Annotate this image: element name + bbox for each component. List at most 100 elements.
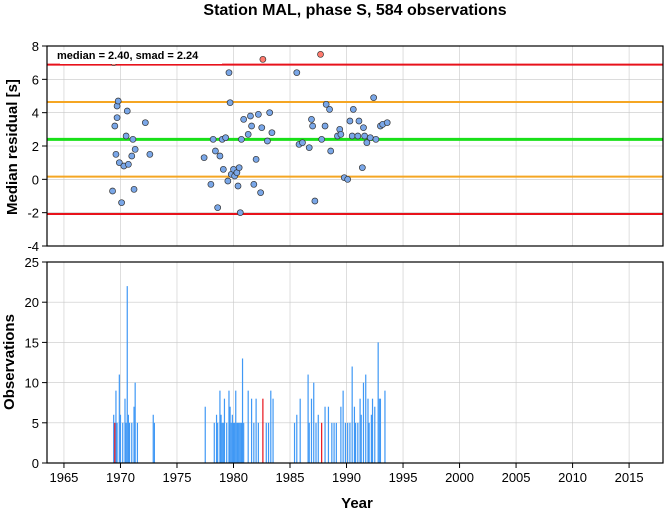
observation-bar (354, 422, 357, 463)
observations-y-tick-label: 5 (32, 416, 39, 431)
residual-point (222, 134, 229, 142)
observation-bar (307, 374, 309, 463)
residual-point (146, 150, 154, 158)
residual-point (219, 165, 227, 173)
outlier-observation-bar (321, 422, 323, 463)
residual-point (309, 122, 316, 130)
outlier-observation-bar (262, 398, 264, 463)
observation-bar (229, 406, 231, 463)
residual-point (236, 209, 244, 217)
x-tick-label: 1990 (332, 470, 361, 485)
residual-point (112, 150, 120, 158)
observation-bar (235, 390, 237, 463)
observation-bar (152, 414, 154, 463)
residual-panel-frame (46, 45, 664, 247)
residual-point (212, 147, 219, 155)
residual-point (113, 114, 121, 122)
observation-bar (365, 374, 367, 463)
observations-y-tick-label: 0 (32, 456, 39, 471)
residual-point (327, 147, 335, 155)
residual-point (370, 94, 377, 102)
annotation-background (60, 50, 222, 64)
observation-bar (371, 398, 374, 463)
residual-point (214, 204, 222, 212)
residual-point (366, 134, 374, 142)
x-tick-label: 1995 (389, 470, 418, 485)
residual-point (305, 144, 313, 152)
observation-bar (232, 422, 235, 463)
residual-point (355, 117, 363, 125)
residual-y-tick-label: 0 (32, 172, 39, 187)
outlier-point (259, 55, 267, 63)
observation-bar (136, 422, 139, 463)
observation-bar (315, 422, 317, 463)
residual-point (123, 107, 131, 115)
residual-point (348, 132, 356, 140)
residual-point (109, 187, 116, 195)
observation-bar (231, 414, 233, 463)
residual-point (344, 175, 352, 183)
observation-bar (230, 422, 232, 463)
residual-y-tick-label: -4 (27, 239, 39, 254)
residual-point (125, 160, 132, 168)
observation-bar (333, 422, 335, 463)
observation-bar (359, 398, 361, 463)
observation-bar (353, 406, 356, 463)
observation-bar (342, 390, 344, 463)
observation-bar (238, 422, 240, 463)
residual-point (115, 159, 123, 167)
observation-bar (384, 390, 386, 463)
residual-point (250, 180, 258, 188)
observation-bar (217, 422, 219, 463)
observation-bar (327, 406, 330, 463)
observation-bar (118, 374, 120, 463)
observation-bar (122, 422, 124, 463)
residual-y-tick-label: 6 (32, 72, 39, 87)
residual-point (252, 155, 260, 163)
observation-bar (220, 414, 222, 463)
residual-point (372, 135, 380, 143)
observation-bar (368, 422, 370, 463)
observation-bar (234, 422, 236, 463)
residual-point (311, 197, 319, 205)
observation-bar (228, 390, 230, 463)
residual-point (258, 124, 266, 132)
residual-point (240, 115, 248, 123)
residual-point (118, 199, 125, 207)
observation-bar (222, 422, 224, 463)
residual-point (244, 130, 252, 138)
observation-bar (293, 422, 296, 463)
observations-y-tick-label: 15 (25, 335, 39, 350)
residual-point (128, 152, 136, 160)
residual-point (129, 135, 137, 143)
residual-point (255, 110, 262, 118)
residual-point (248, 122, 255, 130)
observation-bar (253, 422, 255, 463)
observation-bar (308, 422, 310, 463)
observation-bar (223, 398, 226, 463)
residual-point (293, 69, 301, 77)
residual-point (308, 115, 315, 123)
residual-point (207, 180, 215, 188)
residual-point (114, 97, 122, 105)
observation-bar (219, 390, 221, 463)
observation-bar (331, 422, 333, 463)
residual-point (234, 182, 242, 190)
residual-point (360, 124, 367, 132)
residual-point (238, 135, 245, 143)
observation-bar (213, 422, 215, 463)
observation-bar (131, 422, 133, 463)
residual-point (264, 137, 271, 145)
observation-bar (127, 414, 129, 463)
observation-bar (250, 398, 253, 463)
residual-point (318, 135, 326, 143)
x-tick-label: 2005 (502, 470, 531, 485)
residual-point (226, 99, 234, 107)
observation-bar (347, 422, 349, 463)
observation-bar (296, 414, 298, 463)
observation-bar (267, 422, 270, 463)
observation-bar (299, 398, 301, 463)
observation-bar (153, 422, 155, 463)
